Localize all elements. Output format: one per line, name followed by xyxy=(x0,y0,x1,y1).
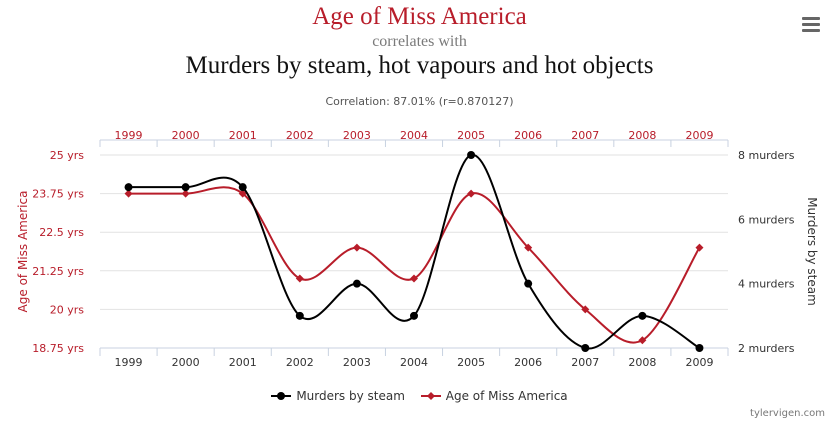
y-left-tick-label: 20 yrs xyxy=(50,303,85,316)
chart-title-primary: Age of Miss America xyxy=(312,3,527,30)
x-bottom-tick-label: 2001 xyxy=(229,356,257,369)
data-point-age xyxy=(295,274,304,283)
legend-label-murders: Murders by steam xyxy=(296,389,405,403)
x-bottom-tick-label: 2002 xyxy=(286,356,314,369)
x-top-tick-label: 2003 xyxy=(343,129,371,142)
correlation-text: Correlation: 87.01% (r=0.870127) xyxy=(325,95,514,108)
y-left-tick-label: 18.75 yrs xyxy=(32,342,84,355)
data-point-age xyxy=(124,189,133,198)
x-top-tick-label: 2006 xyxy=(514,129,542,142)
data-point-murders xyxy=(410,311,418,320)
legend-label-age: Age of Miss America xyxy=(445,389,568,403)
data-point-murders xyxy=(638,311,647,320)
data-point-age xyxy=(410,274,418,283)
x-top-tick-label: 2009 xyxy=(685,129,713,142)
y-left-tick-label: 21.25 yrs xyxy=(32,265,84,278)
data-point-murders xyxy=(581,344,590,352)
x-top-tick-label: 1999 xyxy=(115,129,143,142)
y-left-tick-label: 25 yrs xyxy=(50,149,85,162)
legend: Murders by steam Age of Miss America xyxy=(0,389,839,404)
data-point-age xyxy=(467,189,476,198)
x-bottom-tick-label: 2008 xyxy=(628,356,656,369)
x-top-tick-label: 2007 xyxy=(571,129,599,142)
chart-title-secondary: Murders by steam, hot vapours and hot ob… xyxy=(185,52,654,79)
chart-area: 25 yrs 23.75 yrs 22.5 yrs 21.25 yrs 20 yrs 18… xyxy=(16,129,819,369)
data-point-age xyxy=(238,189,247,198)
x-bottom-tick-label: 2007 xyxy=(571,356,599,369)
data-point-age xyxy=(524,243,533,252)
x-bottom-tick-label: 2000 xyxy=(172,356,200,369)
x-top-tick-label: 2002 xyxy=(286,129,314,142)
y-right-axis-title: Murders by steam xyxy=(805,197,819,306)
x-bottom-tick-label: 2005 xyxy=(457,356,485,369)
data-point-age xyxy=(352,243,361,252)
menu-icon[interactable] xyxy=(802,17,820,33)
legend-line-diamond-icon xyxy=(420,392,441,400)
x-top-tick-label: 2000 xyxy=(172,129,200,142)
y-right-tick-label: 8 murders xyxy=(738,149,795,162)
x-top-tick-label: 2001 xyxy=(229,129,257,142)
data-point-age xyxy=(638,336,647,345)
data-point-age xyxy=(695,243,704,252)
chart-title-connector: correlates with xyxy=(372,33,467,50)
y-left-tick-label: 22.5 yrs xyxy=(39,226,84,239)
y-left-tick-label: 23.75 yrs xyxy=(32,188,84,201)
y-right-tick-label: 4 murders xyxy=(738,278,795,291)
data-point-age xyxy=(181,189,190,198)
x-bottom-tick-label: 2006 xyxy=(514,356,542,369)
x-top-tick-label: 2004 xyxy=(400,129,428,142)
data-point-murders xyxy=(695,344,704,352)
legend-item-age[interactable]: Age of Miss America xyxy=(420,389,568,403)
data-point-murders xyxy=(295,311,304,320)
x-bottom-tick-label: 1999 xyxy=(115,356,143,369)
x-bottom-tick-label: 2003 xyxy=(343,356,371,369)
y-right-tick-label: 6 murders xyxy=(738,213,795,226)
data-point-murders xyxy=(124,183,133,192)
data-point-murders xyxy=(467,151,476,159)
data-point-murders xyxy=(238,183,247,192)
x-top-tick-label: 2008 xyxy=(628,129,656,142)
data-point-murders xyxy=(181,183,190,192)
credit-text: tylervigen.com xyxy=(750,408,825,419)
legend-line-circle-icon xyxy=(271,392,292,400)
legend-item-murders[interactable]: Murders by steam xyxy=(271,389,405,403)
data-point-murders xyxy=(524,279,533,288)
x-bottom-tick-label: 2004 xyxy=(400,356,428,369)
y-right-tick-label: 2 murders xyxy=(738,342,795,355)
x-bottom-tick-label: 2009 xyxy=(685,356,713,369)
data-point-age xyxy=(581,305,590,314)
y-left-axis-title: Age of Miss America xyxy=(16,191,30,313)
data-point-murders xyxy=(352,279,361,288)
x-top-tick-label: 2005 xyxy=(457,129,485,142)
